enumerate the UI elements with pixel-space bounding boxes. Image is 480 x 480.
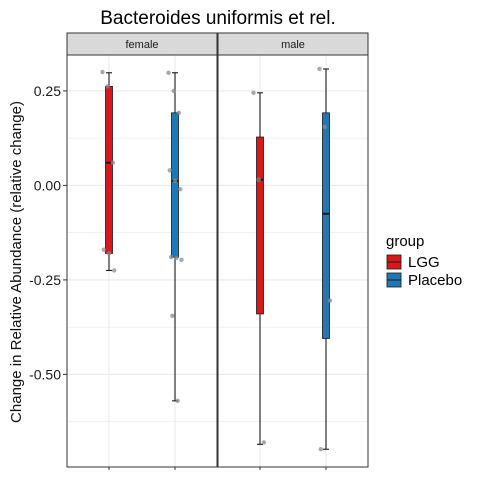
data-point bbox=[172, 178, 178, 184]
box-iqr bbox=[171, 112, 179, 258]
panel-border bbox=[66, 54, 218, 468]
y-axis-label: Change in Relative Abundance (relative c… bbox=[8, 101, 25, 423]
data-point bbox=[101, 247, 107, 252]
legend-title: group bbox=[386, 233, 424, 250]
data-point bbox=[166, 70, 171, 75]
data-point bbox=[251, 90, 256, 95]
y-tick-label: -0.50 bbox=[29, 366, 61, 382]
data-point bbox=[171, 88, 176, 94]
data-point bbox=[105, 84, 110, 89]
box-male-Placebo bbox=[317, 66, 333, 452]
data-point bbox=[110, 160, 116, 165]
data-point bbox=[256, 177, 261, 182]
data-point bbox=[327, 298, 333, 303]
box-female-LGG bbox=[100, 69, 117, 273]
chart-title: Bacteroides uniformis et rel. bbox=[100, 8, 336, 29]
y-axis: 0.25 0.00 -0.25 -0.50 bbox=[29, 83, 67, 382]
data-point bbox=[179, 257, 184, 263]
facet-panels: female male bbox=[66, 32, 369, 470]
facet-strip-label: female bbox=[125, 39, 158, 51]
data-point bbox=[261, 440, 267, 445]
legend-entry-placebo: Placebo bbox=[386, 272, 462, 289]
data-point bbox=[112, 268, 117, 273]
data-point bbox=[167, 168, 172, 173]
box-iqr bbox=[105, 85, 113, 254]
panel-background bbox=[67, 55, 217, 467]
data-point bbox=[322, 124, 327, 130]
facet-strip-label: male bbox=[281, 39, 305, 51]
y-tick-label: 0.25 bbox=[34, 83, 61, 99]
box-iqr bbox=[256, 136, 264, 315]
legend-label: LGG bbox=[408, 254, 440, 271]
box-iqr bbox=[322, 112, 330, 339]
data-point bbox=[100, 69, 105, 75]
facet-panel-male: male bbox=[217, 32, 369, 470]
panel-background bbox=[218, 55, 368, 467]
y-tick-label: -0.25 bbox=[29, 272, 61, 288]
data-point bbox=[178, 186, 183, 192]
data-point bbox=[176, 110, 182, 116]
data-point bbox=[175, 398, 180, 404]
data-point bbox=[174, 255, 179, 261]
panel-border bbox=[217, 54, 369, 468]
data-point bbox=[317, 66, 322, 72]
legend-entry-lgg: LGG bbox=[386, 254, 440, 271]
data-point bbox=[168, 255, 174, 260]
data-point bbox=[106, 251, 112, 256]
facet-panel-female: female bbox=[66, 32, 218, 470]
box-female-Placebo bbox=[166, 70, 184, 404]
box-male-LGG bbox=[251, 90, 267, 445]
data-point bbox=[170, 313, 175, 319]
data-point bbox=[318, 447, 323, 452]
legend-label: Placebo bbox=[408, 272, 462, 289]
y-tick-label: 0.00 bbox=[34, 177, 61, 193]
